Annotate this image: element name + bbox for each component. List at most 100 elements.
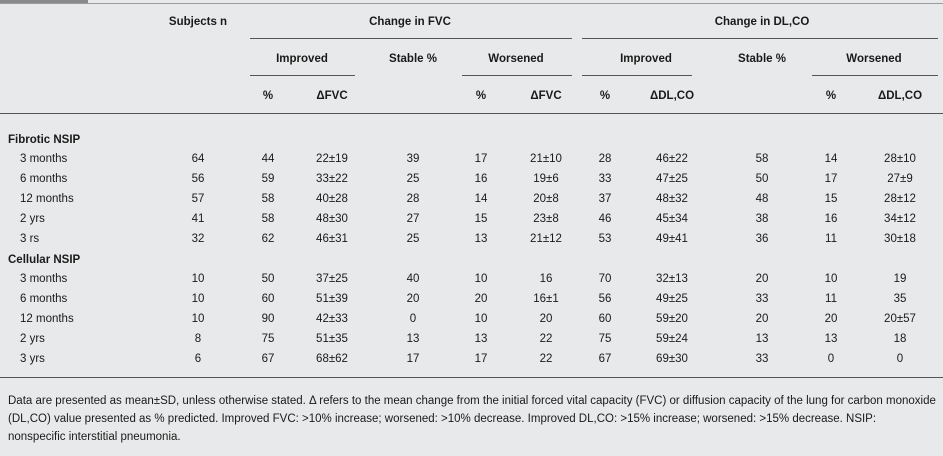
header-dlco-worsened-pct: % [825, 90, 837, 102]
fvc-group-rule [250, 38, 572, 39]
dlco-group-rule [582, 38, 938, 39]
header-subjects: Subjects n [168, 16, 228, 28]
table-cell: 11 [825, 233, 837, 245]
table-cell: 17 [406, 353, 420, 365]
fvc-worsened-rule [462, 75, 572, 76]
table-cell: 20±8 [533, 193, 559, 205]
header-fvc-improved-delta: ΔFVC [316, 90, 348, 102]
table-cell: 38 [755, 213, 769, 225]
table-cell: 33 [755, 353, 769, 365]
header-fvc-improved-pct: % [262, 90, 274, 102]
table-cell: 58 [755, 153, 769, 165]
table-cell: 16 [539, 273, 553, 285]
row-label: 12 months [20, 193, 74, 205]
table-cell: 69±30 [656, 353, 688, 365]
header-dlco-stable: Stable % [738, 53, 786, 65]
table-cell: 67 [598, 353, 612, 365]
table-cell: 30±18 [884, 233, 916, 245]
table-cell: 16 [474, 173, 488, 185]
table-cell: 20 [755, 273, 769, 285]
section-title: Cellular NSIP [8, 254, 81, 266]
table-cell: 46±31 [316, 233, 348, 245]
table-cell: 57 [191, 193, 205, 205]
table-cell: 15 [824, 193, 838, 205]
header-dlco-improved: Improved [620, 53, 672, 65]
table-cell: 59±20 [656, 313, 688, 325]
table-cell: 23±8 [533, 213, 559, 225]
top-accent-bar [0, 0, 88, 3]
table-cell: 25 [406, 233, 420, 245]
table-cell: 62 [261, 233, 275, 245]
table-cell: 60 [261, 293, 275, 305]
table-cell: 41 [191, 213, 205, 225]
table-cell: 10 [824, 273, 838, 285]
table-cell: 15 [474, 213, 488, 225]
table-bottom-rule [0, 377, 943, 378]
header-fvc-improved: Improved [276, 53, 328, 65]
table-cell: 48±32 [656, 193, 688, 205]
table-cell: 28±10 [884, 153, 916, 165]
table-cell: 10 [474, 273, 488, 285]
table-cell: 33 [755, 293, 769, 305]
row-label: 3 yrs [20, 353, 45, 365]
row-label: 6 months [20, 293, 68, 305]
table-cell: 10 [191, 293, 205, 305]
row-label: 3 months [20, 153, 68, 165]
table-cell: 13 [824, 333, 838, 345]
table-cell: 68±62 [316, 353, 348, 365]
header-dlco-worsened-delta: ΔDL,CO [877, 90, 923, 102]
table-cell: 19±6 [533, 173, 559, 185]
table-cell: 40 [406, 273, 420, 285]
table-cell: 25 [406, 173, 420, 185]
table-cell: 48 [755, 193, 769, 205]
table-cell: 0 [827, 353, 835, 365]
header-dlco-worsened: Worsened [846, 53, 902, 65]
table-cell: 8 [194, 333, 202, 345]
table-cell: 0 [896, 353, 904, 365]
table-cell: 36 [755, 233, 769, 245]
table-cell: 22 [539, 333, 553, 345]
table-cell: 45±34 [656, 213, 688, 225]
table-cell: 13 [755, 333, 769, 345]
row-label: 3 rs [20, 233, 40, 245]
table-cell: 35 [893, 293, 907, 305]
table-cell: 60 [598, 313, 612, 325]
header-bottom-rule [0, 113, 943, 114]
table-cell: 34±12 [884, 213, 916, 225]
table-footnote: Data are presented as mean±SD, unless ot… [8, 395, 936, 443]
table-cell: 20 [474, 293, 488, 305]
table-cell: 33 [598, 173, 612, 185]
table-cell: 42±33 [316, 313, 348, 325]
header-change-dlco: Change in DL,CO [714, 16, 810, 28]
table-cell: 18 [893, 333, 907, 345]
table-cell: 28±12 [884, 193, 916, 205]
table-cell: 14 [824, 153, 838, 165]
table-cell: 32±13 [656, 273, 688, 285]
header-fvc-worsened-delta: ΔFVC [530, 90, 562, 102]
table-cell: 27 [406, 213, 420, 225]
table-cell: 16 [824, 213, 838, 225]
table-cell: 13 [474, 333, 488, 345]
fvc-improved-rule [250, 75, 355, 76]
table-cell: 46 [598, 213, 612, 225]
table-cell: 47±25 [656, 173, 688, 185]
table-cell: 46±22 [656, 153, 688, 165]
dlco-improved-rule [582, 75, 692, 76]
row-label: 2 yrs [20, 213, 45, 225]
table-cell: 51±35 [316, 333, 348, 345]
table-cell: 20 [406, 293, 420, 305]
table-cell: 20 [539, 313, 553, 325]
header-dlco-improved-delta: ΔDL,CO [649, 90, 695, 102]
row-label: 12 months [20, 313, 74, 325]
row-label: 2 yrs [20, 333, 45, 345]
table-cell: 51±39 [316, 293, 348, 305]
table-cell: 37±25 [316, 273, 348, 285]
table-cell: 0 [409, 313, 417, 325]
table-cell: 14 [474, 193, 488, 205]
table-cell: 33±22 [316, 173, 348, 185]
table-cell: 10 [191, 273, 205, 285]
table-cell: 22±19 [316, 153, 348, 165]
table-cell: 58 [261, 213, 275, 225]
table-cell: 44 [261, 153, 275, 165]
table-cell: 37 [598, 193, 612, 205]
